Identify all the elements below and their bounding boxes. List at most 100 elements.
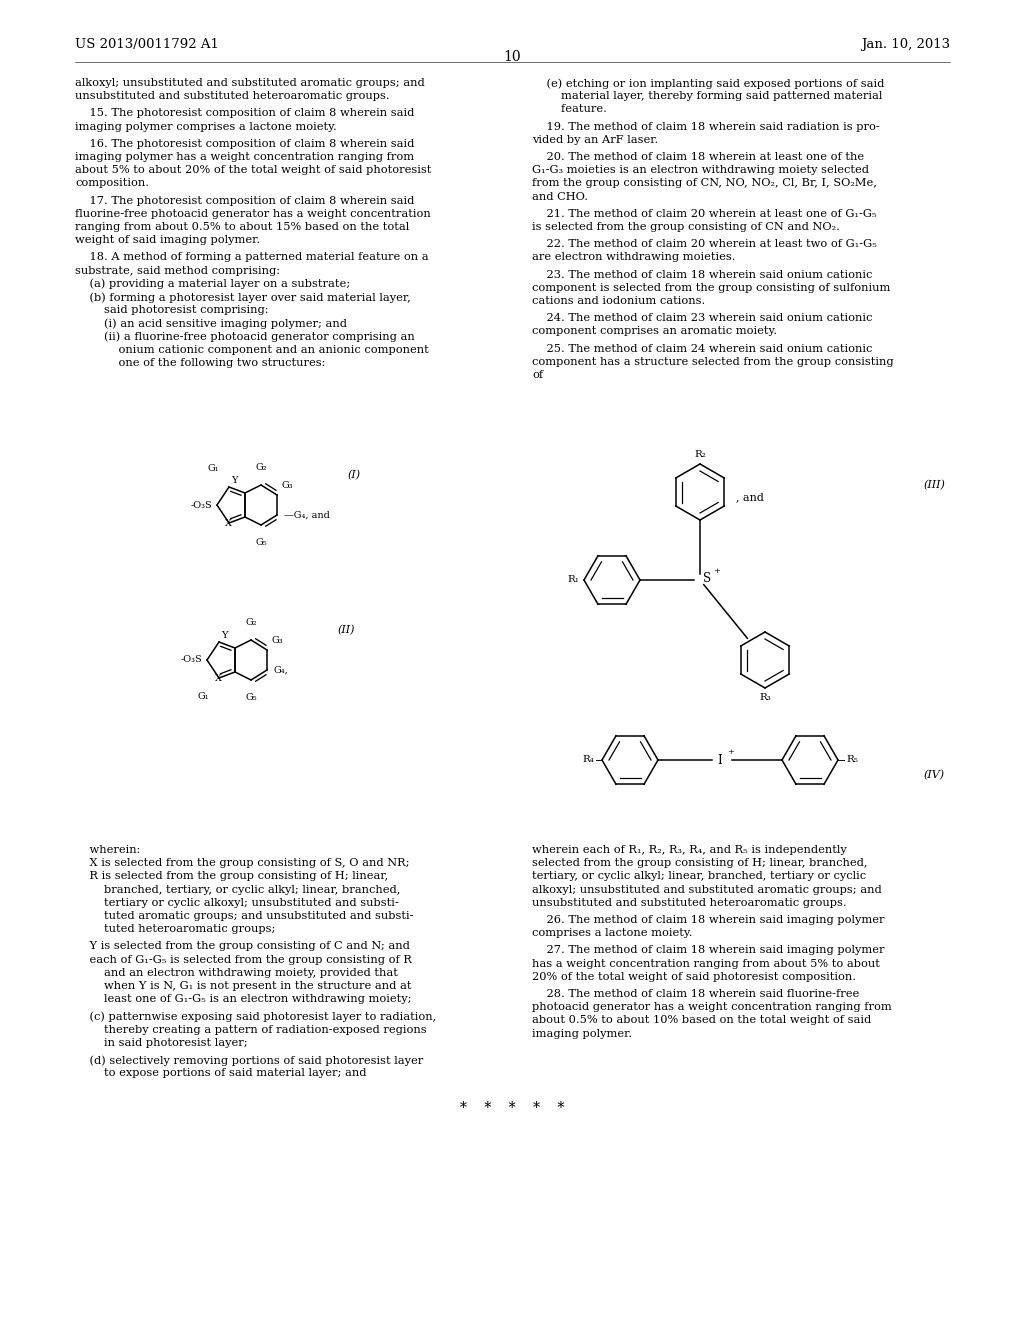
Text: imaging polymer has a weight concentration ranging from: imaging polymer has a weight concentrati…: [75, 152, 414, 162]
Text: component comprises an aromatic moiety.: component comprises an aromatic moiety.: [532, 326, 777, 337]
Text: alkoxyl; unsubstituted and substituted aromatic groups; and: alkoxyl; unsubstituted and substituted a…: [532, 884, 882, 895]
Text: from the group consisting of CN, NO, NO₂, Cl, Br, I, SO₂Me,: from the group consisting of CN, NO, NO₂…: [532, 178, 877, 189]
Text: vided by an ArF laser.: vided by an ArF laser.: [532, 135, 658, 145]
Text: substrate, said method comprising:: substrate, said method comprising:: [75, 265, 280, 276]
Text: said photoresist comprising:: said photoresist comprising:: [75, 305, 268, 315]
Text: and CHO.: and CHO.: [532, 191, 588, 202]
Text: —G₄, and: —G₄, and: [284, 511, 330, 520]
Text: to expose portions of said material layer; and: to expose portions of said material laye…: [75, 1068, 367, 1078]
Text: one of the following two structures:: one of the following two structures:: [75, 358, 326, 368]
Text: 19. The method of claim 18 wherein said radiation is pro-: 19. The method of claim 18 wherein said …: [532, 121, 880, 132]
Text: when Y is N, G₁ is not present in the structure and at: when Y is N, G₁ is not present in the st…: [75, 981, 412, 991]
Text: 25. The method of claim 24 wherein said onium cationic: 25. The method of claim 24 wherein said …: [532, 343, 872, 354]
Text: least one of G₁-G₅ is an electron withdrawing moiety;: least one of G₁-G₅ is an electron withdr…: [75, 994, 412, 1005]
Text: +: +: [727, 748, 734, 756]
Text: X: X: [225, 519, 232, 528]
Text: , and: , and: [736, 492, 764, 502]
Text: tertiary, or cyclic alkyl; linear, branched, tertiary or cyclic: tertiary, or cyclic alkyl; linear, branc…: [532, 871, 866, 882]
Text: photoacid generator has a weight concentration ranging from: photoacid generator has a weight concent…: [532, 1002, 892, 1012]
Text: I: I: [717, 754, 722, 767]
Text: R₅: R₅: [846, 755, 858, 764]
Text: weight of said imaging polymer.: weight of said imaging polymer.: [75, 235, 260, 246]
Text: ranging from about 0.5% to about 15% based on the total: ranging from about 0.5% to about 15% bas…: [75, 222, 410, 232]
Text: tertiary or cyclic alkoxyl; unsubstituted and substi-: tertiary or cyclic alkoxyl; unsubstitute…: [75, 898, 398, 908]
Text: unsubstituted and substituted heteroaromatic groups.: unsubstituted and substituted heteroarom…: [75, 91, 389, 102]
Text: X: X: [215, 675, 222, 682]
Text: wherein each of R₁, R₂, R₃, R₄, and R₅ is independently: wherein each of R₁, R₂, R₃, R₄, and R₅ i…: [532, 845, 847, 855]
Text: composition.: composition.: [75, 178, 150, 189]
Text: US 2013/0011792 A1: US 2013/0011792 A1: [75, 38, 219, 51]
Text: R₁: R₁: [567, 576, 579, 585]
Text: G₂: G₂: [246, 618, 257, 627]
Text: (b) forming a photoresist layer over said material layer,: (b) forming a photoresist layer over sai…: [75, 292, 411, 302]
Text: comprises a lactone moiety.: comprises a lactone moiety.: [532, 928, 692, 939]
Text: *    *    *    *    *: * * * * *: [460, 1101, 564, 1115]
Text: wherein:: wherein:: [75, 845, 140, 855]
Text: R₂: R₂: [694, 450, 706, 459]
Text: imaging polymer.: imaging polymer.: [532, 1028, 632, 1039]
Text: R is selected from the group consisting of H; linear,: R is selected from the group consisting …: [75, 871, 388, 882]
Text: (I): (I): [347, 470, 360, 480]
Text: G₃: G₃: [272, 636, 284, 645]
Text: unsubstituted and substituted heteroaromatic groups.: unsubstituted and substituted heteroarom…: [532, 898, 847, 908]
Text: (III): (III): [923, 480, 945, 490]
Text: G₁: G₁: [198, 692, 209, 701]
Text: 16. The photoresist composition of claim 8 wherein said: 16. The photoresist composition of claim…: [75, 139, 415, 149]
Text: Y: Y: [231, 477, 238, 484]
Text: cations and iodonium cations.: cations and iodonium cations.: [532, 296, 706, 306]
Text: Y: Y: [221, 631, 227, 640]
Text: are electron withdrawing moieties.: are electron withdrawing moieties.: [532, 252, 735, 263]
Text: R₄: R₄: [582, 755, 594, 764]
Text: (c) patternwise exposing said photoresist layer to radiation,: (c) patternwise exposing said photoresis…: [75, 1011, 436, 1022]
Text: Y is selected from the group consisting of C and N; and: Y is selected from the group consisting …: [75, 941, 410, 952]
Text: 20. The method of claim 18 wherein at least one of the: 20. The method of claim 18 wherein at le…: [532, 152, 864, 162]
Text: about 0.5% to about 10% based on the total weight of said: about 0.5% to about 10% based on the tot…: [532, 1015, 871, 1026]
Text: 10: 10: [503, 50, 521, 63]
Text: feature.: feature.: [532, 104, 607, 115]
Text: 22. The method of claim 20 wherein at least two of G₁-G₅: 22. The method of claim 20 wherein at le…: [532, 239, 877, 249]
Text: 27. The method of claim 18 wherein said imaging polymer: 27. The method of claim 18 wherein said …: [532, 945, 885, 956]
Text: -O₃S: -O₃S: [190, 500, 212, 510]
Text: material layer, thereby forming said patterned material: material layer, thereby forming said pat…: [532, 91, 883, 102]
Text: G₁: G₁: [208, 465, 219, 473]
Text: imaging polymer comprises a lactone moiety.: imaging polymer comprises a lactone moie…: [75, 121, 337, 132]
Text: G₅: G₅: [245, 693, 257, 702]
Text: branched, tertiary, or cyclic alkyl; linear, branched,: branched, tertiary, or cyclic alkyl; lin…: [75, 884, 400, 895]
Text: tuted heteroaromatic groups;: tuted heteroaromatic groups;: [75, 924, 275, 935]
Text: (ii) a fluorine-free photoacid generator comprising an: (ii) a fluorine-free photoacid generator…: [75, 331, 415, 342]
Text: onium cationic component and an anionic component: onium cationic component and an anionic …: [75, 345, 429, 355]
Text: R₃: R₃: [759, 693, 771, 702]
Text: (d) selectively removing portions of said photoresist layer: (d) selectively removing portions of sai…: [75, 1055, 423, 1065]
Text: each of G₁-G₅ is selected from the group consisting of R: each of G₁-G₅ is selected from the group…: [75, 954, 412, 965]
Text: (e) etching or ion implanting said exposed portions of said: (e) etching or ion implanting said expos…: [532, 78, 885, 88]
Text: Jan. 10, 2013: Jan. 10, 2013: [861, 38, 950, 51]
Text: 18. A method of forming a patterned material feature on a: 18. A method of forming a patterned mate…: [75, 252, 429, 263]
Text: (a) providing a material layer on a substrate;: (a) providing a material layer on a subs…: [75, 279, 350, 289]
Text: X is selected from the group consisting of S, O and NR;: X is selected from the group consisting …: [75, 858, 410, 869]
Text: component has a structure selected from the group consisting: component has a structure selected from …: [532, 356, 894, 367]
Text: G₂: G₂: [255, 463, 266, 473]
Text: -O₃S: -O₃S: [180, 656, 202, 664]
Text: is selected from the group consisting of CN and NO₂.: is selected from the group consisting of…: [532, 222, 840, 232]
Text: in said photoresist layer;: in said photoresist layer;: [75, 1038, 248, 1048]
Text: S: S: [703, 572, 711, 585]
Text: thereby creating a pattern of radiation-exposed regions: thereby creating a pattern of radiation-…: [75, 1024, 427, 1035]
Text: tuted aromatic groups; and unsubstituted and substi-: tuted aromatic groups; and unsubstituted…: [75, 911, 414, 921]
Text: 20% of the total weight of said photoresist composition.: 20% of the total weight of said photores…: [532, 972, 856, 982]
Text: 24. The method of claim 23 wherein said onium cationic: 24. The method of claim 23 wherein said …: [532, 313, 872, 323]
Text: (II): (II): [337, 624, 354, 635]
Text: component is selected from the group consisting of sulfonium: component is selected from the group con…: [532, 282, 891, 293]
Text: 23. The method of claim 18 wherein said onium cationic: 23. The method of claim 18 wherein said …: [532, 269, 872, 280]
Text: G₃: G₃: [282, 480, 294, 490]
Text: of: of: [532, 370, 543, 380]
Text: fluorine-free photoacid generator has a weight concentration: fluorine-free photoacid generator has a …: [75, 209, 431, 219]
Text: about 5% to about 20% of the total weight of said photoresist: about 5% to about 20% of the total weigh…: [75, 165, 431, 176]
Text: (i) an acid sensitive imaging polymer; and: (i) an acid sensitive imaging polymer; a…: [75, 318, 347, 329]
Text: G₅: G₅: [255, 539, 267, 546]
Text: G₁-G₃ moieties is an electron withdrawing moiety selected: G₁-G₃ moieties is an electron withdrawin…: [532, 165, 869, 176]
Text: G₄,: G₄,: [274, 665, 289, 675]
Text: selected from the group consisting of H; linear, branched,: selected from the group consisting of H;…: [532, 858, 867, 869]
Text: (IV): (IV): [924, 770, 945, 780]
Text: 17. The photoresist composition of claim 8 wherein said: 17. The photoresist composition of claim…: [75, 195, 415, 206]
Text: has a weight concentration ranging from about 5% to about: has a weight concentration ranging from …: [532, 958, 880, 969]
